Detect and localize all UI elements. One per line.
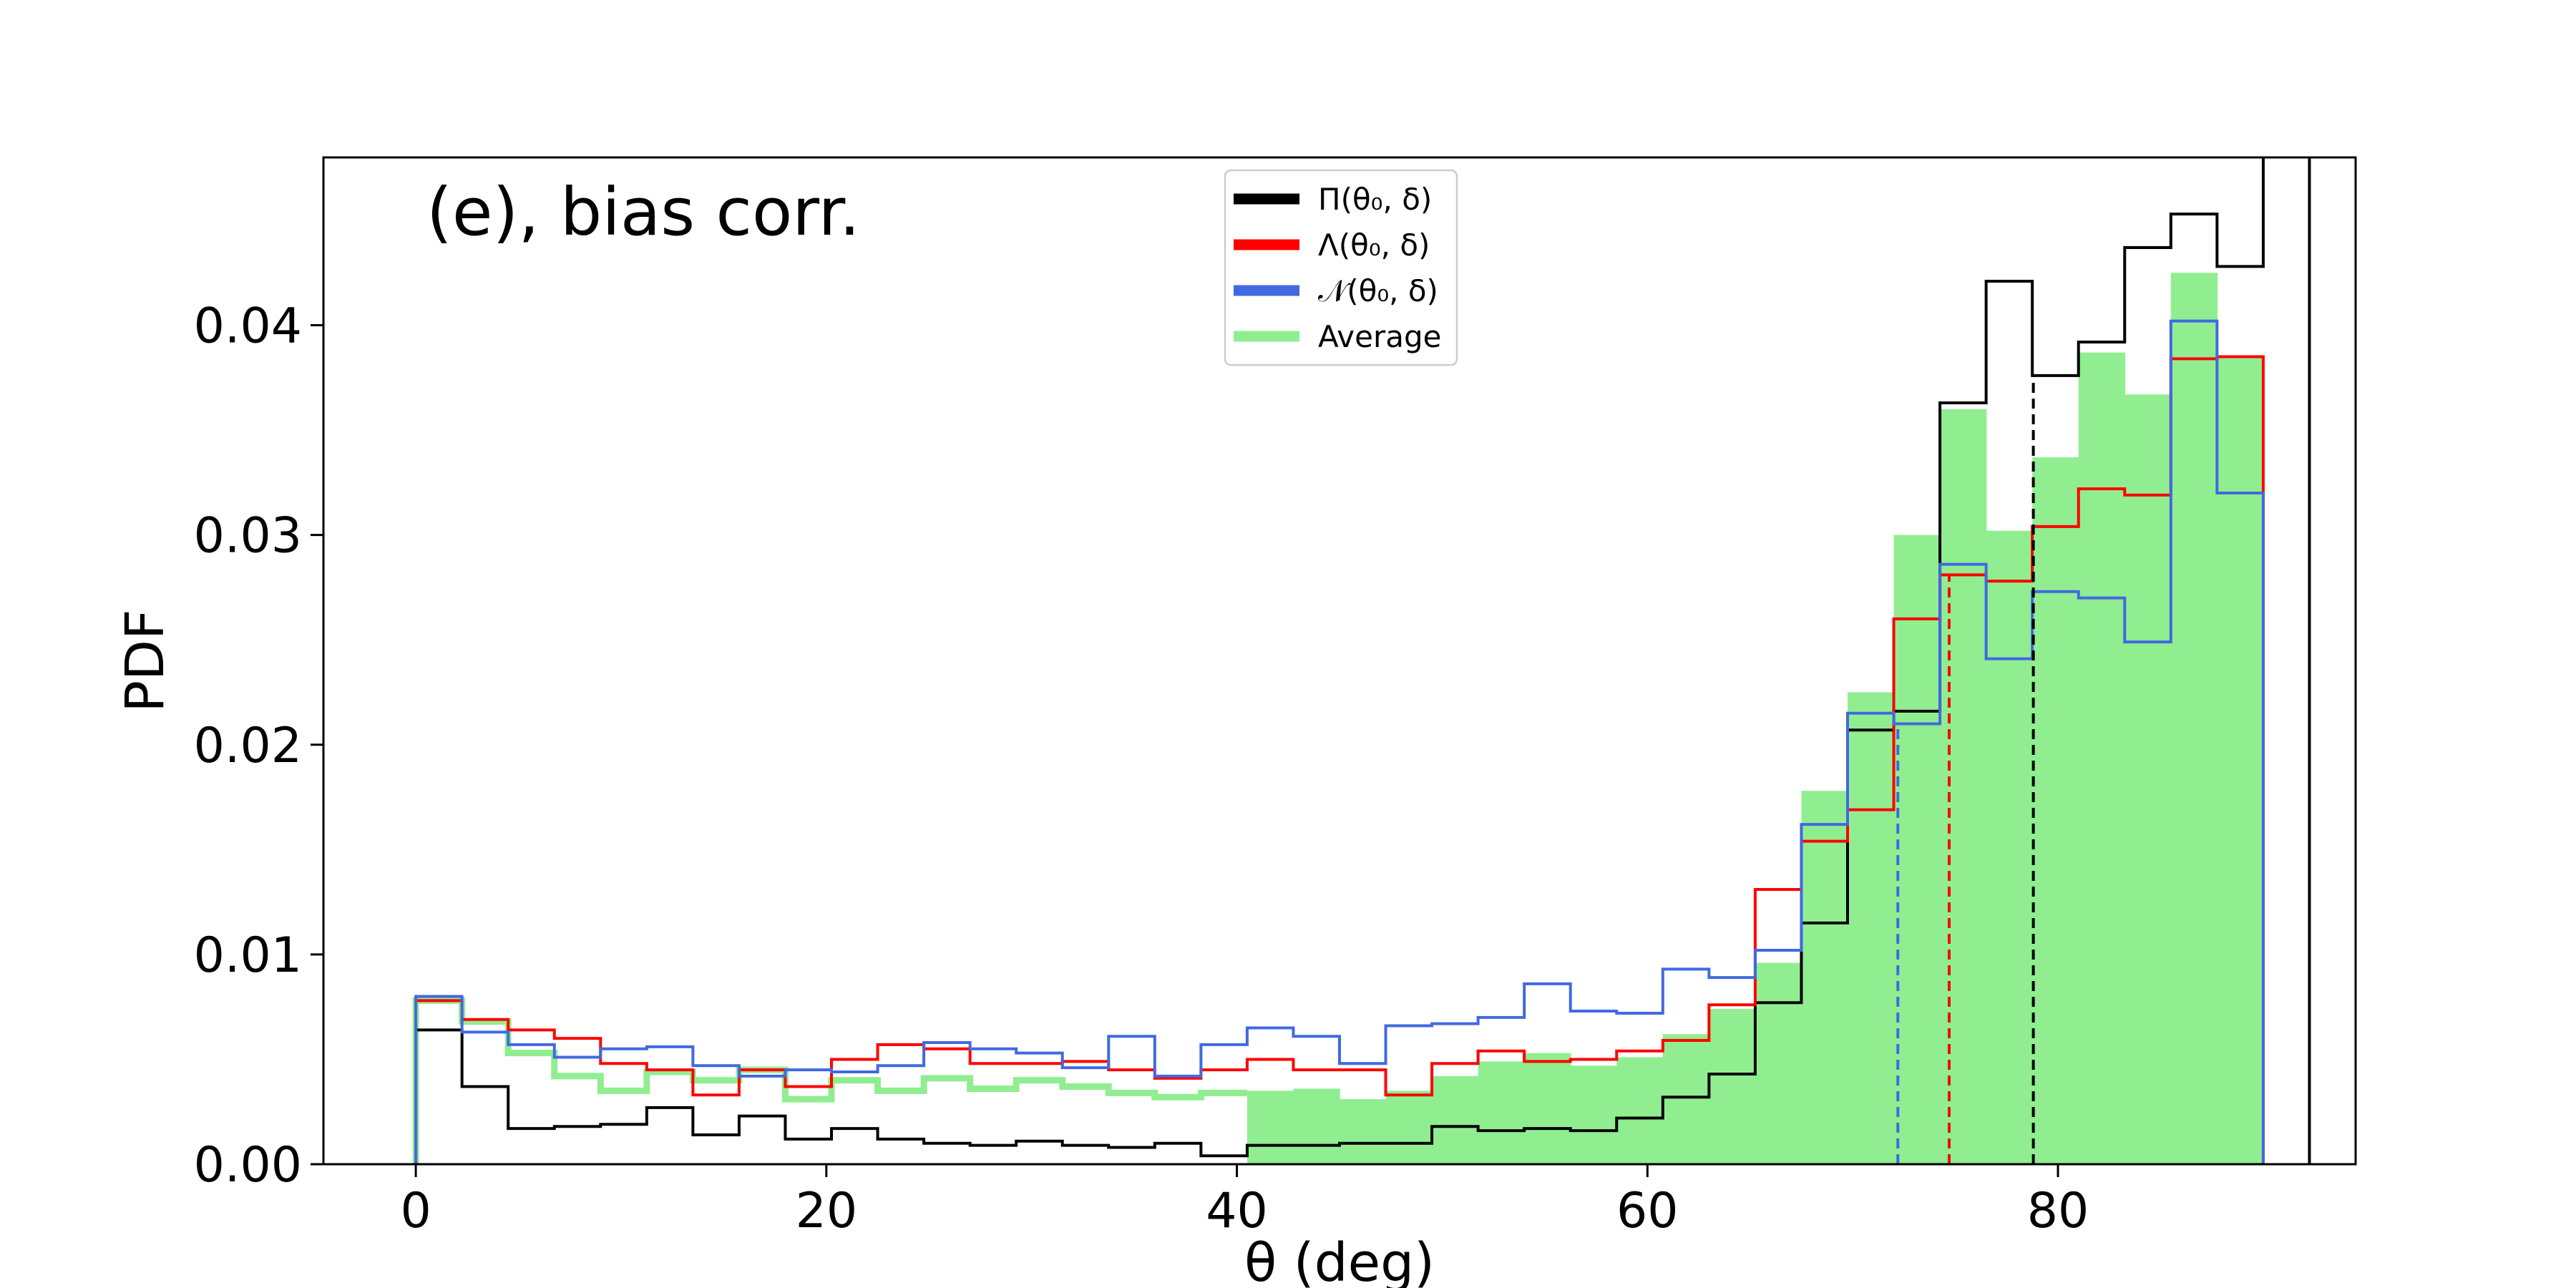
y-tick-label: 0.01 [194,927,302,984]
average-bar [2124,394,2172,1164]
average-bar [2078,352,2126,1164]
legend-label: 𝒩(θ₀, δ) [1318,273,1438,308]
median-lines [1896,375,2035,1164]
lambda-step-line [414,355,2265,1164]
panel-annotation: (e), bias corr. [426,174,860,250]
legend-box [1224,169,1458,366]
average-bar [2170,273,2218,1164]
y-tick-label: 0.00 [194,1137,302,1194]
average-bar [1801,791,1848,1164]
legend-label: Average [1318,319,1441,354]
legend-label: Λ(θ₀, δ) [1318,228,1430,263]
average-bar [1570,1065,1618,1164]
average-bar [1662,1034,1710,1164]
x-tick-label: 20 [796,1183,858,1239]
average-bar [1616,1057,1664,1164]
average-bar [1755,962,1802,1164]
y-tick-label: 0.04 [194,298,302,355]
average-bar [1524,1053,1571,1164]
y-axis-ticks: 0.00 0.01 0.02 0.03 0.04 [194,298,323,1194]
y-tick-label: 0.03 [194,508,302,565]
y-axis-label: PDF [114,609,176,712]
x-axis-ticks: 0 20 40 60 80 [400,1164,2089,1239]
average-bar [1432,1075,1479,1164]
average-bar [1709,1009,1756,1164]
average-bar [1848,692,1895,1164]
x-tick-label: 80 [2027,1183,2089,1239]
average-bar [1478,1061,1525,1164]
average-filled-bars [1246,273,2264,1164]
legend-label: Π(θ₀, δ) [1318,182,1432,217]
x-tick-label: 60 [1616,1183,1679,1239]
average-bar [2217,356,2264,1164]
average-bar [1986,530,2033,1164]
y-tick-label: 0.02 [194,718,302,774]
average-bar [1340,1099,1387,1164]
n-step-line [414,319,2265,1164]
average-bar [1893,535,1941,1164]
average-bar [1246,1091,1294,1164]
plot-frame [322,156,2357,1166]
pi-step-line [414,157,2311,1164]
average-bar [1293,1088,1340,1164]
average-bar [1385,1091,1433,1164]
series-step-lines [412,157,2311,1164]
average-bar [1940,409,1987,1164]
x-tick-label: 40 [1206,1183,1268,1239]
x-tick-label: 0 [400,1183,431,1239]
x-axis-label: θ (deg) [1244,1232,1435,1288]
legend: Π(θ₀, δ) Λ(θ₀, δ) 𝒩(θ₀, δ) Average [1224,169,1458,366]
average-bar [2032,457,2079,1164]
